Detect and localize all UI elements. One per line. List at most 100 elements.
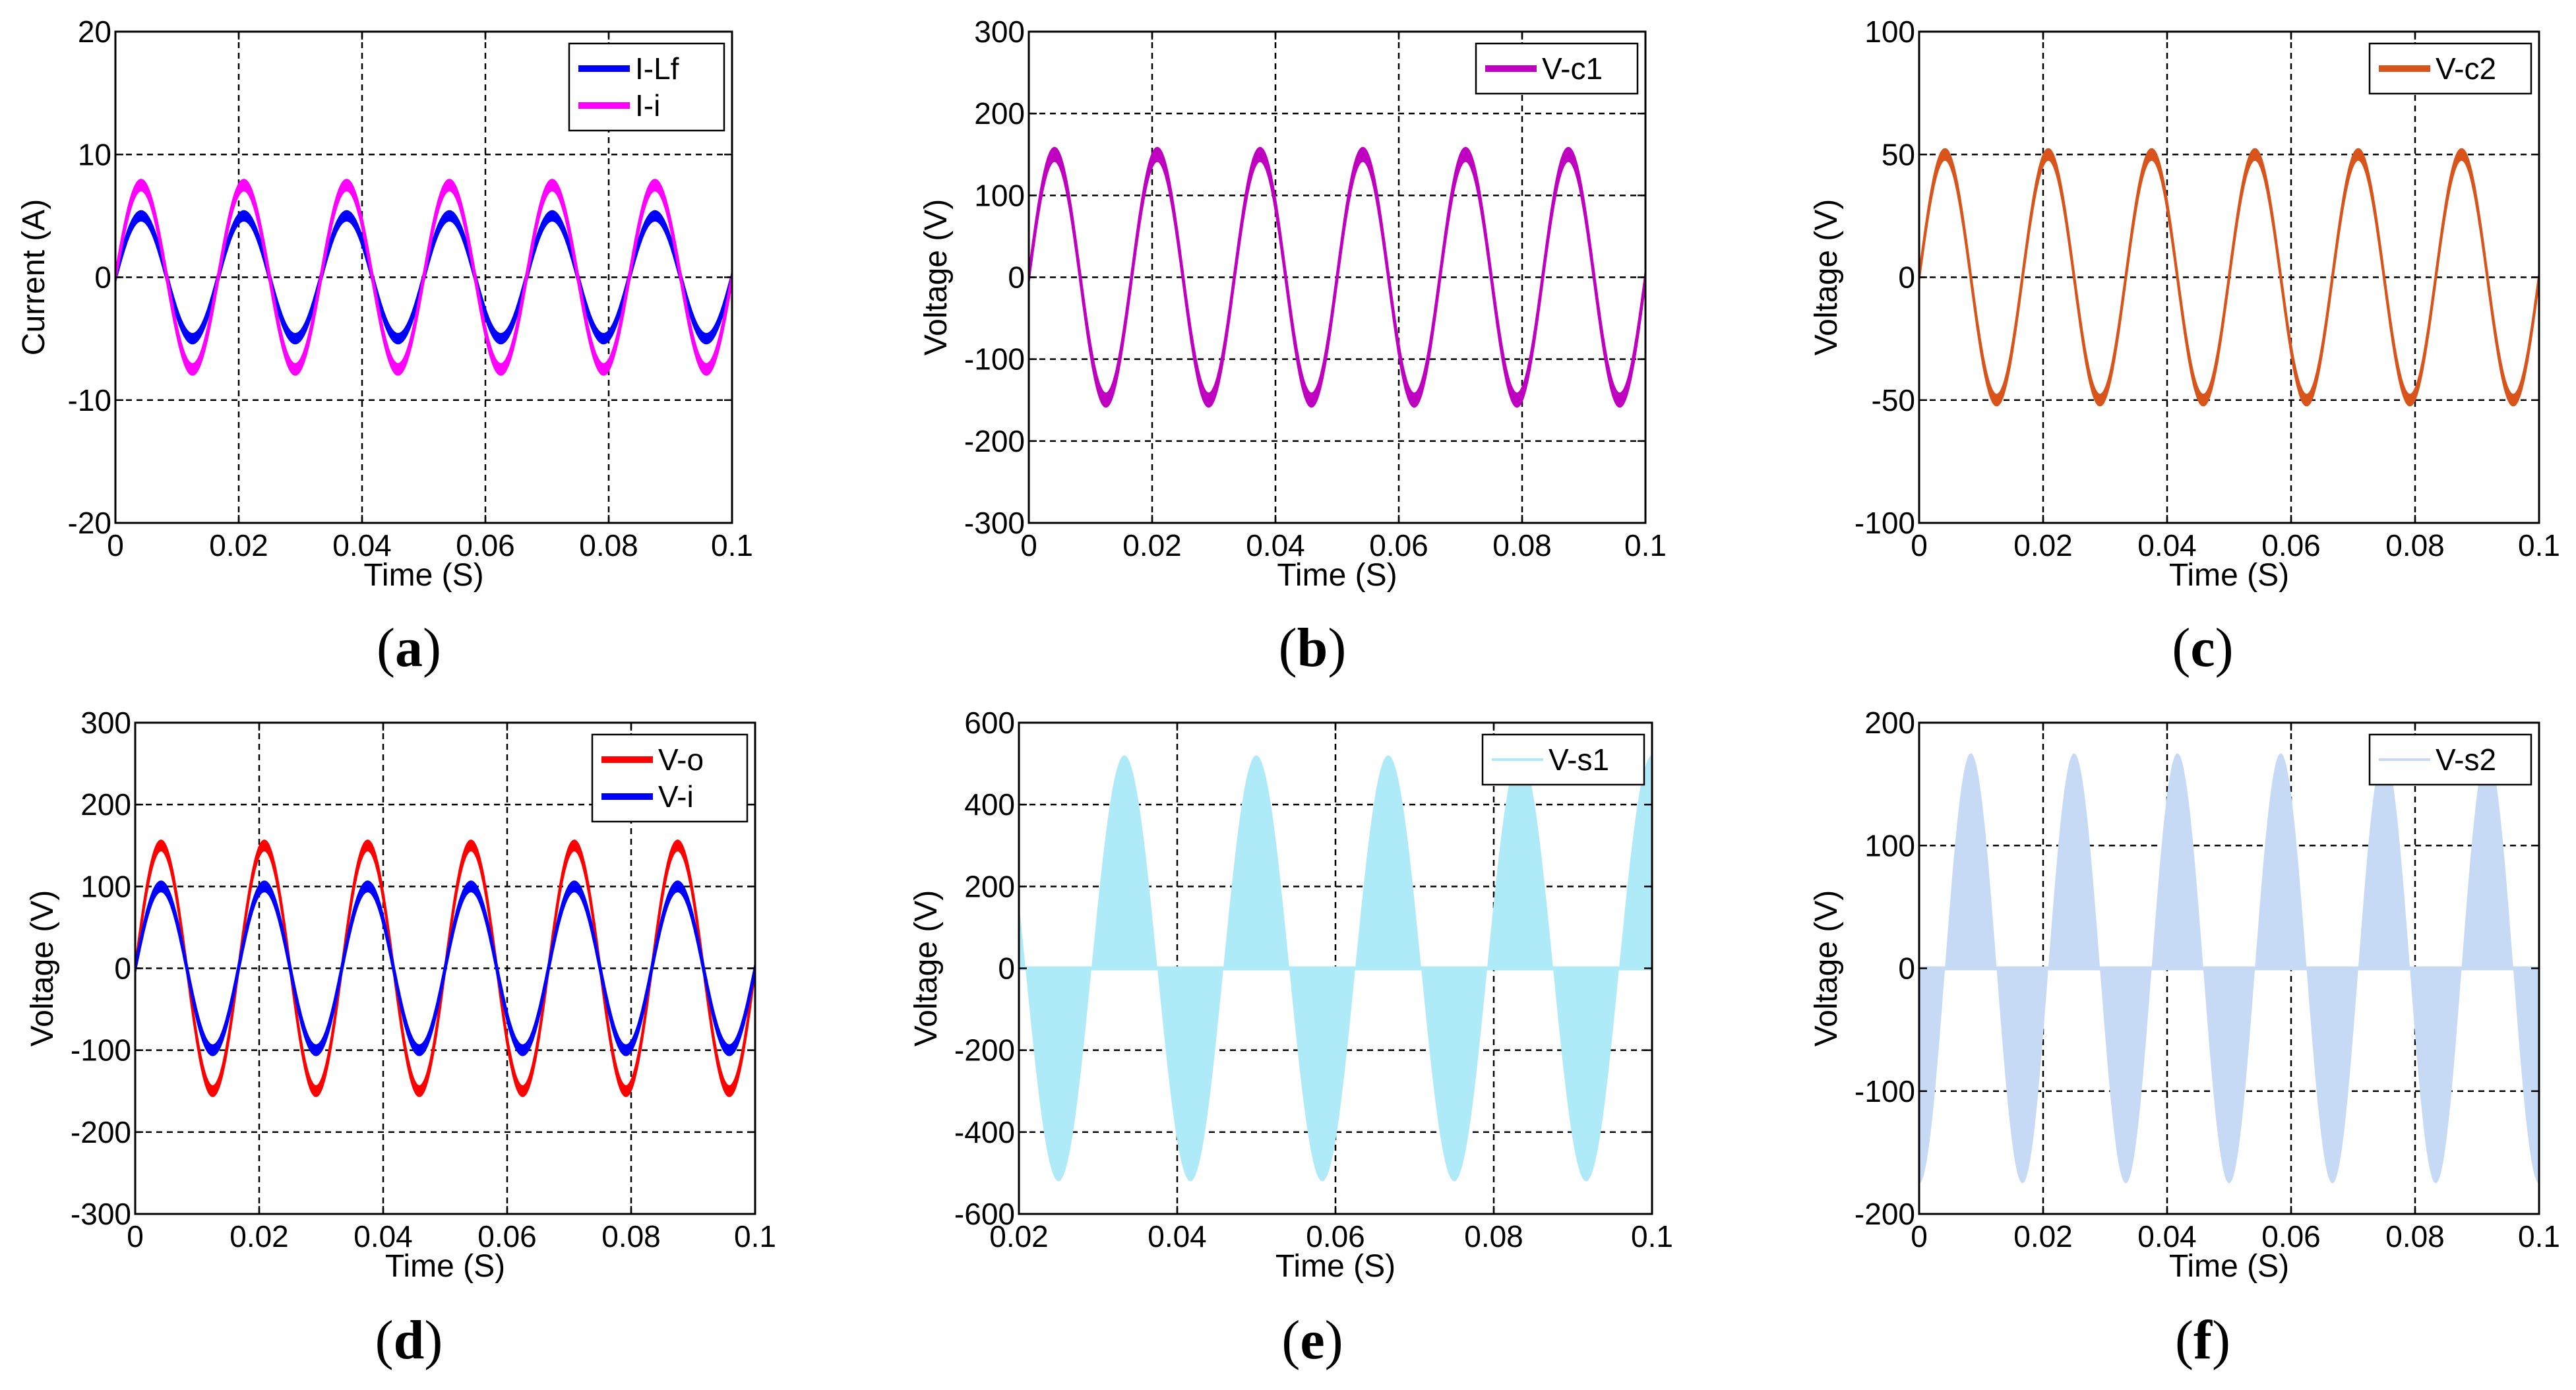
y-tick-label: -600 xyxy=(954,1197,1015,1231)
series-V-i xyxy=(135,880,755,1056)
y-axis-label: Voltage (V) xyxy=(1809,890,1844,1046)
legend-label: I-i xyxy=(635,88,660,123)
x-tick-label: 0 xyxy=(1911,528,1928,562)
y-tick-label: 50 xyxy=(1882,137,1915,171)
y-tick-label: -200 xyxy=(964,424,1025,458)
chart-panel-a: 0 0.02 0.04 0.06 0.08 0.1 -20 -10 0 10 20 Time (S) C… xyxy=(16,15,753,679)
x-tick-label: 0.1 xyxy=(2518,528,2560,562)
chart-panel-e: 0.02 0.04 0.06 0.08 0.1 -600 -400 -200 0 200 400 60… xyxy=(909,706,1673,1371)
x-tick-label: 0.02 xyxy=(230,1219,289,1254)
x-tick-label: 0 xyxy=(1020,528,1037,562)
panel-caption: (b) xyxy=(1279,617,1347,679)
legend: V-s1 xyxy=(1481,733,1645,786)
panel-caption: (f) xyxy=(2175,1310,2230,1371)
x-tick-label: 0.04 xyxy=(353,1219,413,1254)
x-tick-label: 0.1 xyxy=(1624,528,1667,562)
legend: V-c1 xyxy=(1475,42,1639,95)
legend-label: V-s1 xyxy=(1549,742,1609,777)
x-tick-label: 0.08 xyxy=(579,528,638,562)
y-tick-label: 0 xyxy=(1898,260,1915,295)
series-I-i xyxy=(115,179,732,376)
legend-label: V-i xyxy=(658,779,694,814)
x-tick-label: 0.04 xyxy=(1148,1219,1207,1254)
x-tick-label: 0.08 xyxy=(1492,528,1552,562)
x-tick-label: 0.02 xyxy=(2013,528,2073,562)
chart-panel-c: 0 0.02 0.04 0.06 0.08 0.1 -100 -50 0 50 100 Time (S… xyxy=(1809,15,2560,679)
x-tick-label: 0.06 xyxy=(1306,1219,1365,1254)
y-axis-label: Voltage (V) xyxy=(919,199,954,355)
y-axis-label: Voltage (V) xyxy=(1809,199,1844,355)
y-tick-label: 300 xyxy=(80,706,131,740)
y-tick-label: 200 xyxy=(1864,706,1915,740)
x-tick-label: 0.04 xyxy=(2137,1219,2197,1254)
y-tick-label: 400 xyxy=(964,787,1015,822)
y-tick-label: -300 xyxy=(964,506,1025,540)
x-tick-label: 0.04 xyxy=(332,528,392,562)
y-tick-label: 100 xyxy=(1864,828,1915,862)
legend-label: V-c1 xyxy=(1542,51,1603,86)
x-axis-label: Time (S) xyxy=(385,1249,505,1284)
legend: V-c2 xyxy=(2368,42,2532,95)
chart-panel-d: 0 0.02 0.04 0.06 0.08 0.1 -300 -200 -100 0 100 200 3… xyxy=(25,706,776,1371)
y-tick-label: 200 xyxy=(80,787,131,822)
y-tick-label: 300 xyxy=(974,15,1025,49)
legend: V-oV-i xyxy=(591,733,749,823)
legend-label: V-c2 xyxy=(2436,51,2496,86)
x-tick-label: 0.08 xyxy=(2385,1219,2445,1254)
y-tick-label: -100 xyxy=(71,1033,131,1068)
y-tick-label: 0 xyxy=(1898,952,1915,986)
x-axis-label: Time (S) xyxy=(2169,558,2289,593)
y-tick-label: -10 xyxy=(68,383,111,417)
x-axis-label: Time (S) xyxy=(1275,1249,1395,1284)
x-tick-label: 0.02 xyxy=(1122,528,1182,562)
y-tick-label: -100 xyxy=(1855,1074,1915,1108)
y-tick-label: 200 xyxy=(974,96,1025,131)
x-tick-label: 0.06 xyxy=(477,1219,537,1254)
y-tick-label: -20 xyxy=(68,506,111,540)
x-tick-label: 0.04 xyxy=(2137,528,2197,562)
x-axis-label: Time (S) xyxy=(1277,558,1397,593)
x-tick-label: 0.02 xyxy=(209,528,268,562)
x-tick-label: 0.08 xyxy=(1464,1219,1523,1254)
x-tick-label: 0.04 xyxy=(1246,528,1305,562)
y-tick-label: -200 xyxy=(71,1115,131,1149)
panel-caption: (e) xyxy=(1281,1310,1343,1371)
legend-label: V-s2 xyxy=(2436,742,2496,777)
legend-label: I-Lf xyxy=(635,51,679,86)
legend: V-s2 xyxy=(2368,733,2532,786)
y-axis-label: Voltage (V) xyxy=(25,890,60,1046)
y-tick-label: 0 xyxy=(114,952,131,986)
y-tick-label: 600 xyxy=(964,706,1015,740)
legend-label: V-o xyxy=(658,742,704,777)
x-tick-label: 0 xyxy=(107,528,124,562)
x-tick-label: 0.06 xyxy=(456,528,515,562)
y-tick-label: -100 xyxy=(1855,506,1915,540)
y-tick-label: -200 xyxy=(954,1033,1015,1068)
x-tick-label: 0.1 xyxy=(734,1219,776,1254)
y-tick-label: -100 xyxy=(964,342,1025,377)
x-tick-label: 0.1 xyxy=(2518,1219,2560,1254)
y-tick-label: 0 xyxy=(94,260,111,295)
y-tick-label: 200 xyxy=(964,869,1015,903)
legend: I-LfI-i xyxy=(568,42,725,132)
x-tick-label: 0.02 xyxy=(989,1219,1049,1254)
y-axis-label: Voltage (V) xyxy=(909,890,944,1046)
x-tick-label: 0.02 xyxy=(2013,1219,2073,1254)
y-tick-label: 0 xyxy=(998,952,1015,986)
x-tick-label: 0 xyxy=(127,1219,144,1254)
x-tick-label: 0.06 xyxy=(1369,528,1428,562)
y-tick-label: 0 xyxy=(1008,260,1025,295)
y-tick-label: -400 xyxy=(954,1115,1015,1149)
y-tick-label: -300 xyxy=(71,1197,131,1231)
y-axis-label: Current (A) xyxy=(16,199,51,355)
x-tick-label: 0 xyxy=(1911,1219,1928,1254)
y-tick-label: 10 xyxy=(78,137,111,171)
x-tick-label: 0.06 xyxy=(2261,528,2321,562)
x-axis-label: Time (S) xyxy=(363,558,483,593)
y-tick-label: 100 xyxy=(80,869,131,903)
y-tick-label: 20 xyxy=(78,15,111,49)
x-tick-label: 0.08 xyxy=(2385,528,2445,562)
x-tick-label: 0.06 xyxy=(2261,1219,2321,1254)
x-tick-label: 0.08 xyxy=(601,1219,661,1254)
